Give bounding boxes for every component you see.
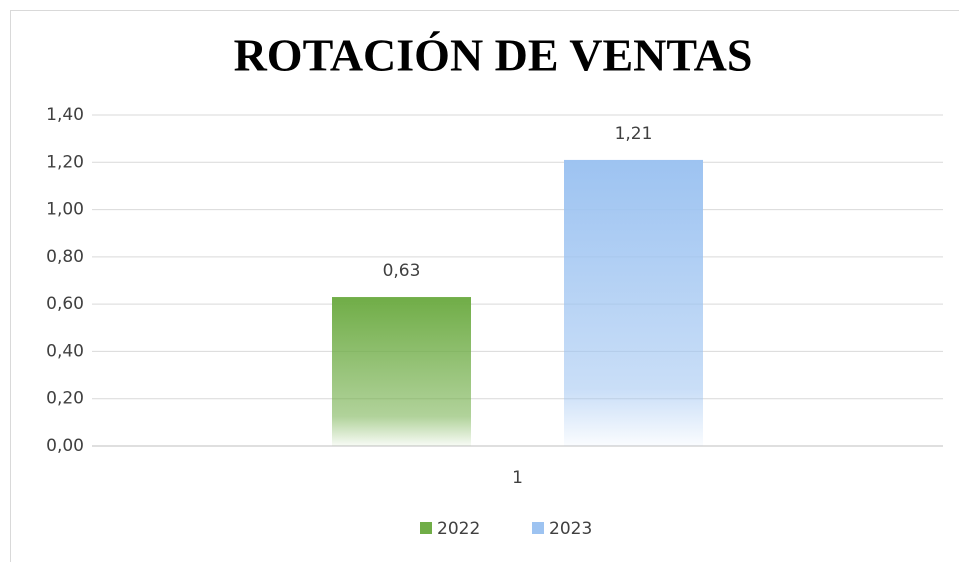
y-tick-label: 0,00 xyxy=(46,436,84,456)
chart-title: ROTACIÓN DE VENTAS xyxy=(234,30,753,81)
chart-border xyxy=(10,10,959,562)
bar xyxy=(332,297,471,446)
data-label: 0,63 xyxy=(383,261,421,281)
y-tick-label: 1,00 xyxy=(46,200,84,220)
bar xyxy=(564,159,703,446)
y-tick-label: 1,40 xyxy=(46,105,84,125)
legend-label: 2023 xyxy=(549,519,592,539)
y-tick-label: 0,40 xyxy=(46,341,84,361)
y-tick-label: 0,20 xyxy=(46,389,84,409)
legend-swatch xyxy=(532,522,544,534)
y-tick-label: 1,20 xyxy=(46,152,84,172)
data-label: 1,21 xyxy=(615,124,653,144)
y-tick-label: 0,80 xyxy=(46,247,84,267)
legend-swatch xyxy=(420,522,432,534)
x-tick-label: 1 xyxy=(512,468,523,488)
legend-label: 2022 xyxy=(437,519,480,539)
y-tick-label: 0,60 xyxy=(46,294,84,314)
